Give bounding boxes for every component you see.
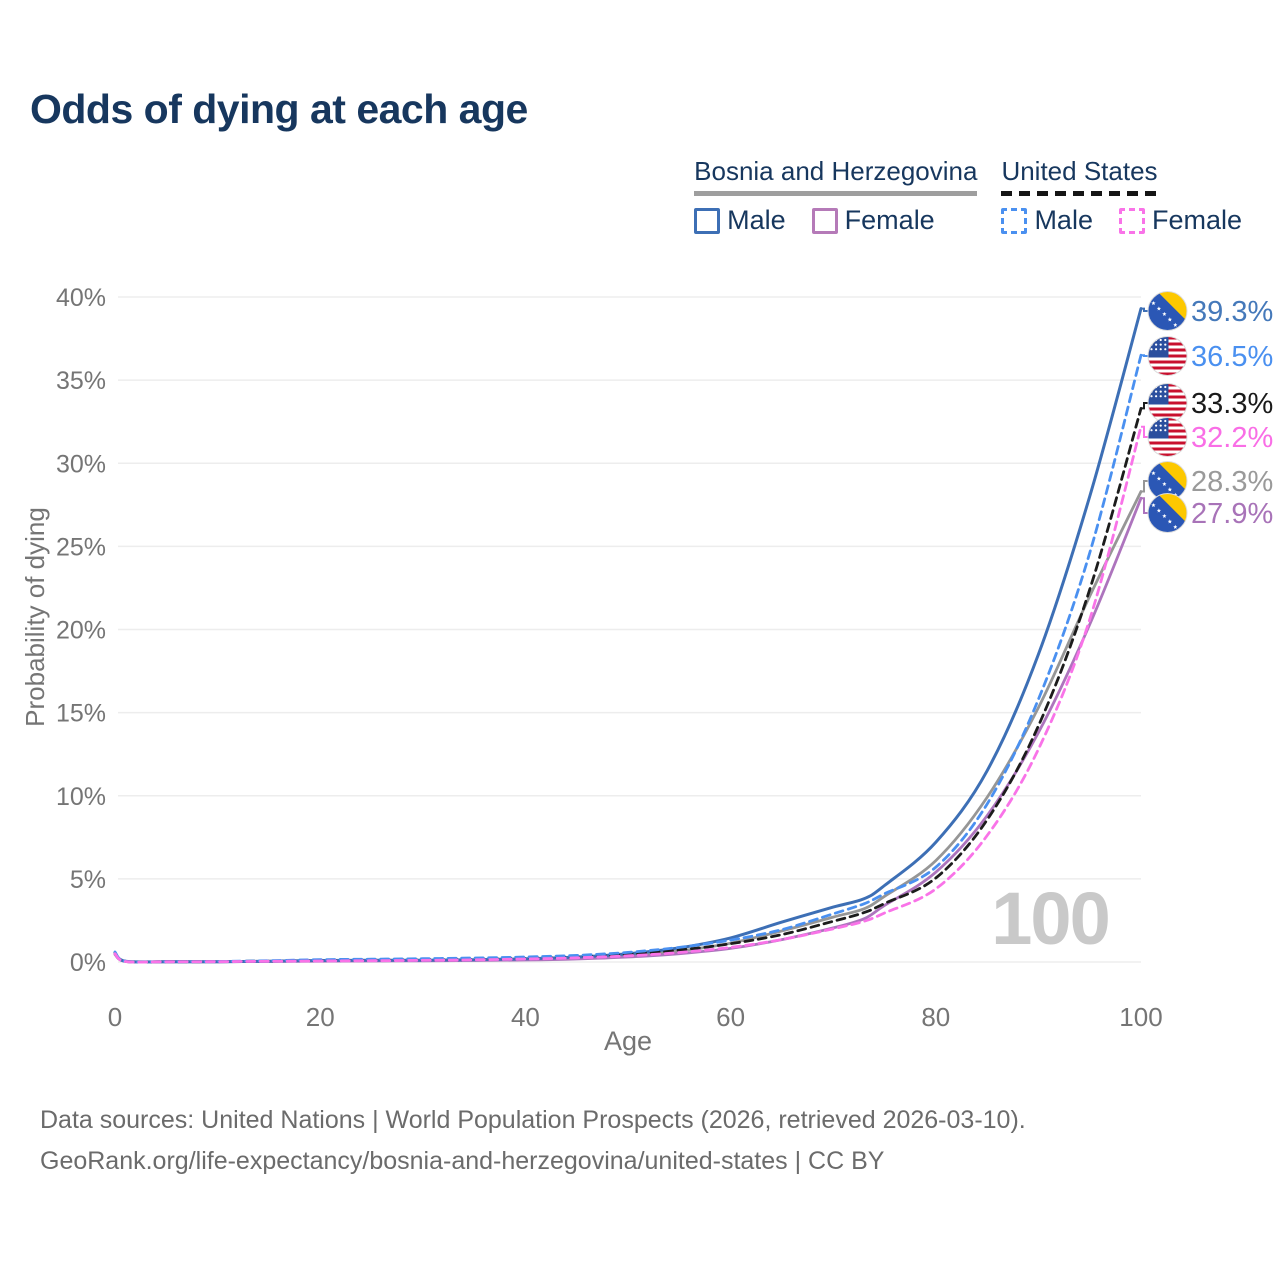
chart-legend: Bosnia and Herzegovina Male Female United S… xyxy=(694,156,1242,236)
end-label-us-female: 32.2% xyxy=(1191,422,1273,454)
y-axis: 0% 5% 10% 15% 20% 25% 30% 35% 40% Probability of … xyxy=(20,284,1141,977)
y-tick-label: 20% xyxy=(56,617,106,645)
data-sources-text: Data sources: United Nations | World Pop… xyxy=(40,1106,1026,1134)
legend-linestyle-dashed xyxy=(1001,191,1158,196)
legend-group-bosnia-and-herzegovina: Bosnia and Herzegovina Male Female xyxy=(694,156,978,236)
label-connector xyxy=(1141,307,1148,312)
label-connector xyxy=(1141,354,1148,357)
legend-item-male[interactable]: Male xyxy=(1001,205,1093,236)
label-connector xyxy=(1141,480,1148,493)
end-label-bosnia-total: 28.3% xyxy=(1191,466,1273,498)
series-line-us-male xyxy=(113,353,1143,964)
legend-linestyle-solid xyxy=(694,191,978,196)
x-tick-label: 60 xyxy=(716,1002,745,1032)
age-counter-watermark: 100 xyxy=(991,877,1108,960)
series-line-bosnia-female xyxy=(113,496,1143,964)
attribution-text: GeoRank.org/life-expectancy/bosnia-and-h… xyxy=(40,1147,885,1175)
y-tick-label: 0% xyxy=(70,949,106,977)
label-connector xyxy=(1141,425,1148,438)
legend-group-title: Bosnia and Herzegovina xyxy=(694,156,978,186)
legend-swatch-male xyxy=(694,207,721,234)
bosnia-flag-icon xyxy=(1147,493,1188,533)
page-title: Odds of dying at each age xyxy=(30,86,528,132)
x-axis: 0 20 40 60 80 100 Age xyxy=(108,1002,1163,1056)
y-tick-label: 10% xyxy=(56,783,106,811)
legend-item-male[interactable]: Male xyxy=(694,205,786,236)
y-tick-label: 15% xyxy=(56,700,106,728)
legend-item-label: Female xyxy=(1151,205,1242,235)
y-tick-label: 5% xyxy=(70,866,106,894)
x-tick-label: 40 xyxy=(511,1002,540,1032)
y-tick-label: 25% xyxy=(56,533,106,561)
end-label-bosnia-male: 39.3% xyxy=(1191,296,1273,328)
legend-item-label: Male xyxy=(1034,205,1093,235)
legend-swatch-male xyxy=(1001,207,1028,234)
us-flag-icon xyxy=(1147,417,1188,457)
legend-swatch-female xyxy=(811,207,838,234)
y-tick-label: 30% xyxy=(56,450,106,478)
label-connector xyxy=(1141,402,1148,410)
end-label-us-male: 36.5% xyxy=(1191,341,1273,373)
legend-item-female[interactable]: Female xyxy=(811,205,935,236)
y-axis-title: Probability of dying xyxy=(20,507,50,727)
legend-item-label: Female xyxy=(844,205,935,235)
x-tick-label: 20 xyxy=(306,1002,335,1032)
x-tick-label: 0 xyxy=(108,1002,122,1032)
footer: Data sources: United Nations | World Pop… xyxy=(40,1100,1026,1182)
x-tick-label: 80 xyxy=(921,1002,950,1032)
series-line-us-female xyxy=(113,425,1143,964)
end-label-us-total: 33.3% xyxy=(1191,388,1273,420)
us-flag-icon xyxy=(1147,336,1188,376)
x-tick-label: 100 xyxy=(1119,1002,1162,1032)
legend-swatch-female xyxy=(1118,207,1145,234)
end-label-bosnia-female: 27.9% xyxy=(1191,498,1273,530)
series-line-bosnia-male xyxy=(113,307,1143,964)
bosnia-flag-icon xyxy=(1147,291,1188,331)
legend-item-female[interactable]: Female xyxy=(1118,205,1242,236)
label-connector xyxy=(1141,497,1148,514)
y-tick-label: 40% xyxy=(56,284,106,312)
legend-group-title: United States xyxy=(1001,156,1158,186)
series-line-bosnia-total xyxy=(113,490,1143,964)
us-flag-icon xyxy=(1147,383,1188,423)
end-labels: 39.3% 36.5% 33.3%32.2% 28.3%27.9% xyxy=(1141,291,1273,533)
legend-item-label: Male xyxy=(727,205,786,235)
y-tick-label: 35% xyxy=(56,367,106,395)
legend-group-united-states: United States Male Female xyxy=(1001,156,1242,236)
series-lines xyxy=(113,307,1143,964)
x-axis-title: Age xyxy=(604,1026,652,1056)
